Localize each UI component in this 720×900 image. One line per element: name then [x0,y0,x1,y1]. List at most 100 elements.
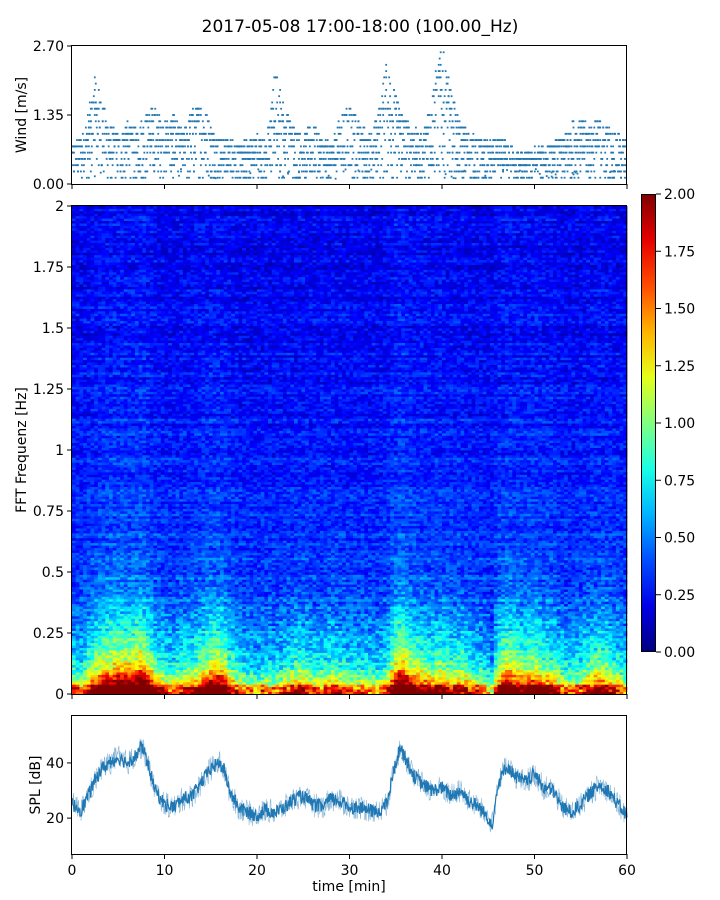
wind-point [88,127,90,129]
wind-point [260,171,262,173]
wind-point [382,108,384,110]
spectrogram-cell [76,674,80,677]
wind-point [182,164,184,166]
spectrogram-cell [527,682,531,685]
spectrogram-cell [290,667,294,670]
wind-point [556,177,558,179]
spectrogram-cell [438,657,442,660]
spectrogram-cell [505,670,509,673]
spectrogram-cell [187,657,191,660]
spectrogram-cell [601,662,605,665]
spectrogram-cell [464,677,468,680]
spectrogram-cell [494,657,498,660]
spectrogram-cell [224,672,228,675]
wind-point [272,89,274,91]
spectrogram-cell [479,687,483,690]
spectrogram-cell [94,655,98,658]
spectrogram-cell [150,687,154,690]
spectrogram-cell [620,662,624,665]
spectrogram-cell [283,670,287,673]
spectrogram-cell [405,677,409,680]
spectrogram-cell [131,657,135,660]
spectrogram-cell [461,660,465,663]
spectrogram-cell [183,677,187,680]
spectrogram-cell [135,679,139,682]
wind-point [363,145,365,147]
spectrogram-cell [116,670,120,673]
spectrogram-cell [435,672,439,675]
spectrogram-cell [572,692,576,695]
wind-point [259,158,261,160]
spectrogram-cell [435,682,439,685]
spectrogram-cell [401,689,405,692]
spectrogram-cell [239,662,243,665]
spectrogram-cell [424,687,428,690]
spectrogram-cell [150,689,154,692]
spectrogram-cell [346,665,350,668]
wind-point [606,158,608,160]
wind-point [423,158,425,160]
spectrogram-cell [457,655,461,658]
spectrogram-cell [128,682,132,685]
wind-point [304,164,306,166]
spectrogram-cell [612,672,616,675]
spectrogram-cell [435,689,439,692]
wind-point [350,108,352,110]
wind-point [463,177,465,179]
spectrogram-cell [398,692,402,695]
wind-point [256,152,258,154]
spectrogram-cell [338,655,342,658]
spectrogram-cell [102,665,106,668]
spectrogram-cell [535,660,539,663]
spectrogram-cell [620,655,624,658]
spectrogram-cell [453,687,457,690]
spectrogram-cell [168,687,172,690]
wind-point [171,158,173,160]
wind-point [149,164,151,166]
wind-point [210,139,212,141]
spectrogram-cell [91,655,95,658]
spectrogram-cell [320,657,324,660]
spectrogram-cell [94,653,98,656]
spectrogram-cell [183,665,187,668]
spectrogram-cell [139,677,143,680]
wind-point [181,139,183,141]
spectrogram-cell [568,674,572,677]
spectrogram-cell [220,674,224,677]
spectrogram-cell [168,660,172,663]
spectrogram-cell [98,687,102,690]
spectrogram-cell [161,679,165,682]
wind-point [277,158,279,160]
spectrogram-cell [353,687,357,690]
wind-point [105,120,107,122]
spectrogram-cell [264,684,268,687]
spectrogram-cell [368,674,372,677]
spectrogram-cell [120,660,124,663]
spectrogram-cell [216,682,220,685]
spectrogram-cell [457,667,461,670]
spectrogram-cell [379,682,383,685]
wind-point [139,127,141,129]
spectrogram-cell [420,687,424,690]
wind-point [584,120,586,122]
wind-point [146,152,148,154]
spectrogram-cell [387,677,391,680]
spectrogram-cell [594,674,598,677]
spectrogram-cell [179,674,183,677]
spectrogram-cell [276,657,280,660]
wind-point [622,139,624,141]
spectrogram-cell [153,682,157,685]
wind-point [453,177,455,179]
wind-point [568,158,570,160]
wind-point [588,152,590,154]
wind-point [489,171,491,173]
spectrogram-cell [102,657,106,660]
spectrogram-cell [227,689,231,692]
wind-ytick-label: 2.70 [33,39,64,55]
spectrogram-cell [590,655,594,658]
spectrogram-cell [424,677,428,680]
spectrogram-cell [298,670,302,673]
wind-point [580,133,582,135]
wind-point [106,133,108,135]
spectrogram-cell [313,674,317,677]
